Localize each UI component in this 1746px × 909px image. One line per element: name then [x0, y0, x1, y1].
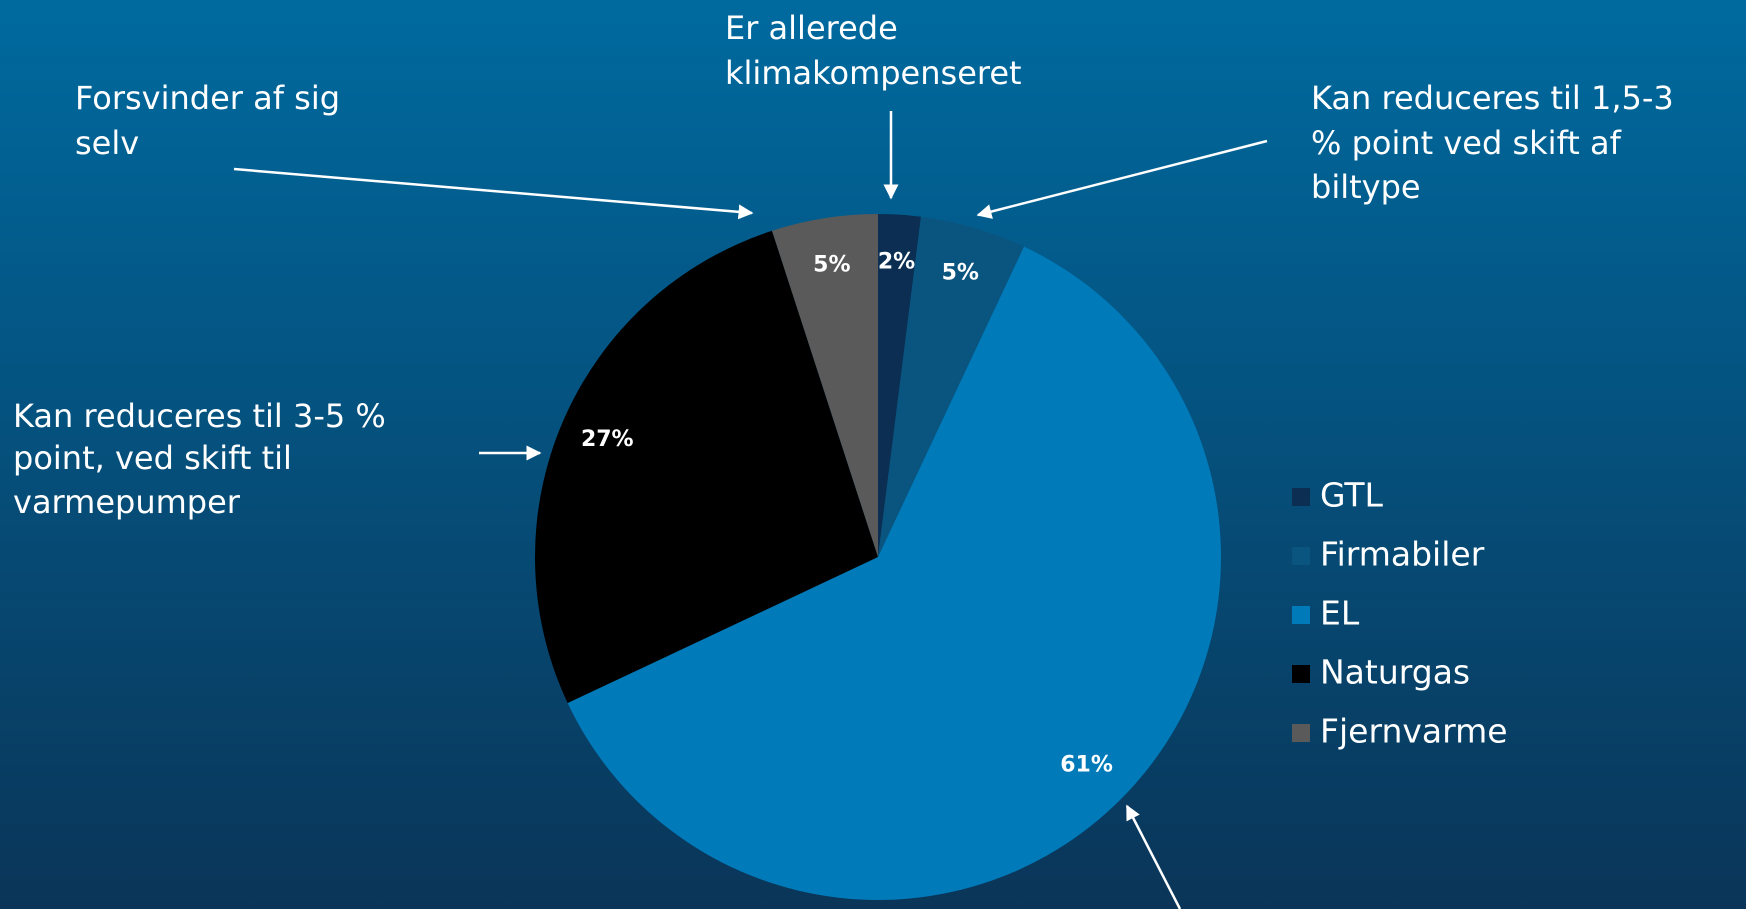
- annotation: klimakompenseret: [725, 54, 1022, 92]
- legend-swatch: [1292, 547, 1310, 565]
- data-label: 5%: [942, 261, 979, 286]
- annotation: Forsvinder af sig: [75, 79, 340, 117]
- legend-swatch: [1292, 724, 1310, 742]
- pie-slice: [878, 216, 1025, 557]
- arrow: [233, 167, 754, 220]
- annotation: Kan reduceres til 1,5-3: [1311, 79, 1674, 117]
- pie-slice: [535, 230, 878, 704]
- annotation: biltype: [1311, 168, 1421, 206]
- legend-swatch: [1292, 665, 1310, 683]
- legend-label: EL: [1320, 594, 1360, 633]
- data-label: 61%: [1060, 753, 1113, 778]
- annotation: Kan reduceres til 3-5 %: [13, 397, 386, 435]
- annotation: Er allerede: [725, 9, 898, 47]
- annotation: % point ved skift af: [1311, 124, 1622, 162]
- legend-label: Fjernvarme: [1320, 712, 1508, 751]
- annotation: varmepumper: [13, 483, 241, 521]
- data-label: 27%: [581, 427, 634, 452]
- legend-label: Firmabiler: [1320, 535, 1485, 574]
- legend-label: GTL: [1320, 476, 1384, 515]
- data-label: 2%: [878, 250, 915, 275]
- pie-slice: [772, 214, 878, 557]
- legend-label: Naturgas: [1320, 653, 1470, 692]
- annotation: point, ved skift til: [13, 439, 292, 477]
- pie-slice: [878, 214, 921, 557]
- pie-slice: [567, 246, 1222, 901]
- annotation: selv: [75, 124, 139, 162]
- arrow: [1125, 804, 1182, 909]
- annotations: Forsvinder af sig selv Er allerede klima…: [13, 9, 1674, 909]
- arrow: [976, 139, 1268, 219]
- legend: GTL Firmabiler EL Naturgas Fjernvarme: [1292, 476, 1508, 751]
- legend-swatch: [1292, 606, 1310, 624]
- legend-swatch: [1292, 488, 1310, 506]
- pie: 2% 5% 61% 27% 5%: [535, 214, 1222, 901]
- data-label: 5%: [813, 253, 850, 278]
